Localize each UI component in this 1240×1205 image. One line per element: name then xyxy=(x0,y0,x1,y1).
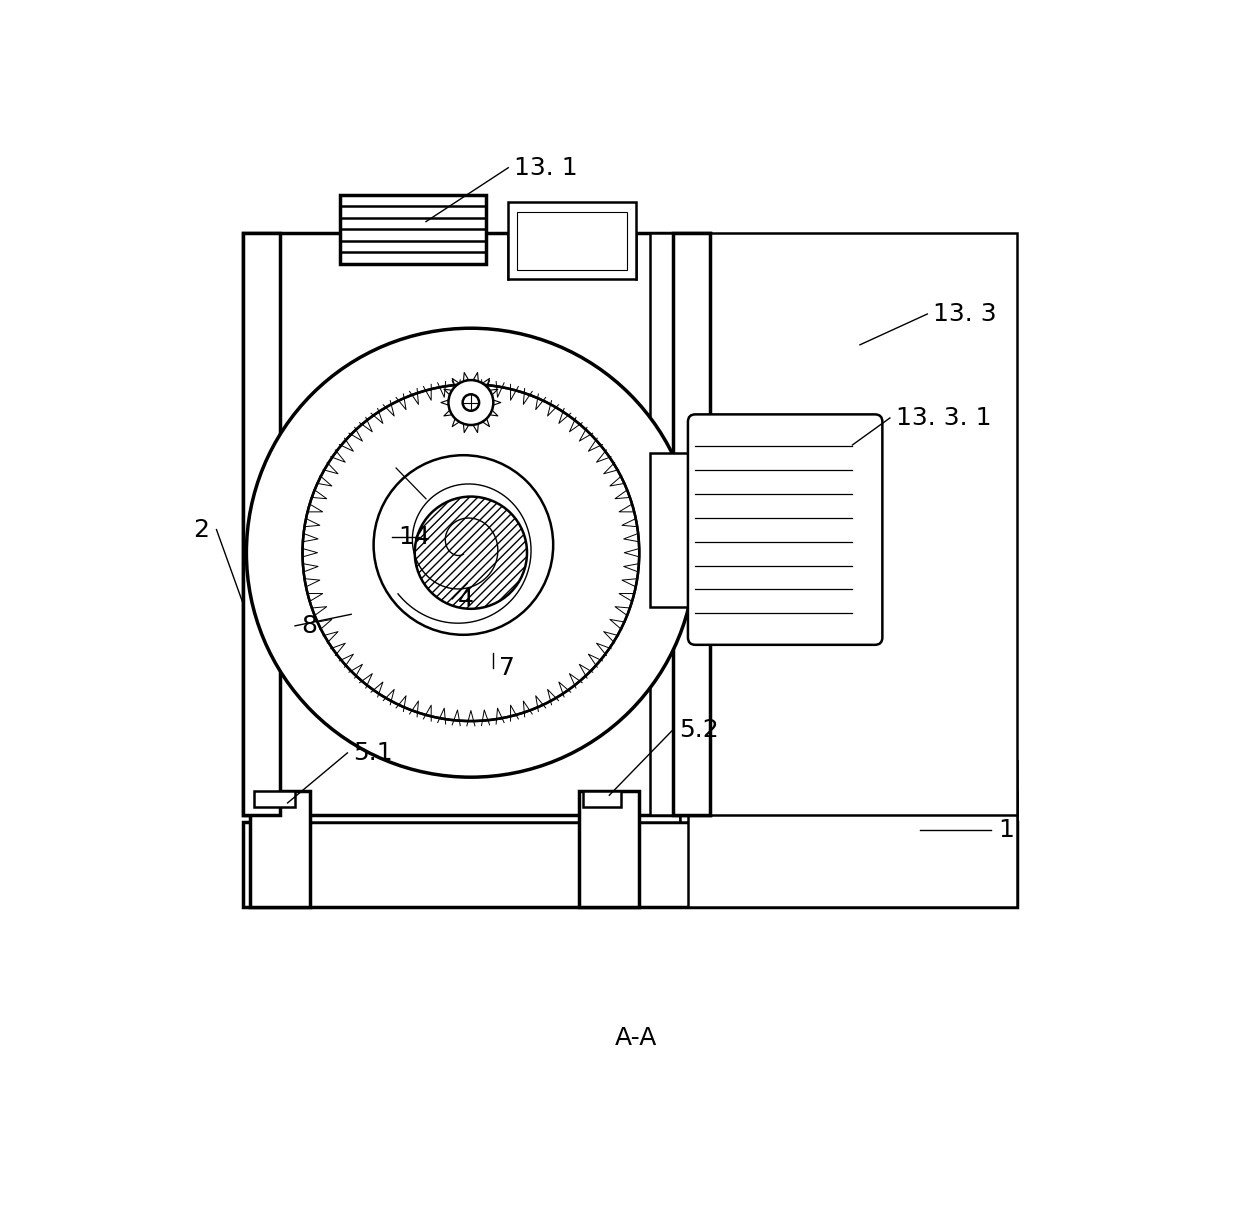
Text: 13. 3: 13. 3 xyxy=(934,302,997,327)
Bar xyxy=(673,233,711,815)
Circle shape xyxy=(247,328,696,777)
Bar xyxy=(254,792,295,807)
Text: 14: 14 xyxy=(398,525,430,549)
Bar xyxy=(651,453,696,606)
Text: 1: 1 xyxy=(998,818,1014,842)
Bar xyxy=(651,233,1017,815)
Bar xyxy=(243,233,280,815)
Bar xyxy=(583,792,620,807)
Bar xyxy=(696,422,852,637)
Bar xyxy=(243,822,1017,907)
Text: 13. 3. 1: 13. 3. 1 xyxy=(895,406,992,430)
Text: 7: 7 xyxy=(500,657,515,680)
Circle shape xyxy=(303,384,640,721)
Circle shape xyxy=(449,380,494,425)
Circle shape xyxy=(414,496,527,609)
Text: 5.2: 5.2 xyxy=(678,718,719,742)
Text: 4: 4 xyxy=(458,587,474,611)
Bar xyxy=(517,212,626,270)
Text: 8: 8 xyxy=(301,613,317,637)
Bar xyxy=(269,760,681,822)
Bar xyxy=(340,195,486,264)
Text: 5.1: 5.1 xyxy=(353,741,393,765)
Circle shape xyxy=(373,455,553,635)
Text: 2: 2 xyxy=(193,518,210,541)
Text: 13. 1: 13. 1 xyxy=(515,155,578,180)
Bar xyxy=(508,202,636,280)
Text: A-A: A-A xyxy=(614,1025,657,1050)
Bar xyxy=(579,792,640,907)
FancyBboxPatch shape xyxy=(688,415,883,645)
Bar xyxy=(243,233,711,815)
Bar xyxy=(688,792,1017,907)
Bar xyxy=(681,760,1017,822)
Bar xyxy=(250,792,310,907)
